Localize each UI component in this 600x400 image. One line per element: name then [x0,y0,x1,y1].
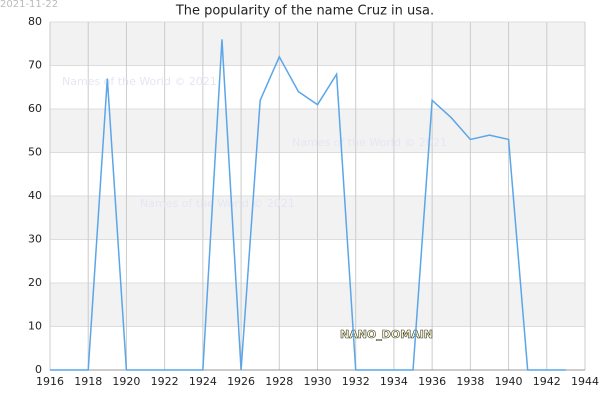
x-tick-label: 1924 [189,375,217,388]
y-tick-label: 0 [35,363,42,376]
x-tick-label: 1930 [304,375,332,388]
x-tick-label: 1934 [380,375,408,388]
x-tick-label: 1920 [112,375,140,388]
x-tick-label: 1940 [495,375,523,388]
x-tick-label: 1944 [571,375,599,388]
chart-title: The popularity of the name Cruz in usa. [175,4,434,19]
x-tick-label: 1926 [227,375,255,388]
y-tick-label: 70 [28,59,42,72]
x-tick-label: 1936 [418,375,446,388]
x-tick-label: 1916 [36,375,64,388]
y-tick-label: 80 [28,15,42,28]
x-tick-label: 1922 [151,375,179,388]
x-tick-label: 1942 [533,375,561,388]
x-tick-label: 1938 [456,375,484,388]
date-stamp: 2021-11-22 [0,0,58,10]
y-tick-label: 40 [28,189,42,202]
grid [49,21,586,371]
y-tick-label: 20 [28,276,42,289]
line-series [50,39,566,371]
y-tick-label: 30 [28,233,42,246]
domain-label: NANO_DOMAIN [340,328,433,341]
x-tick-label: 1928 [265,375,293,388]
y-tick-label: 60 [28,102,42,115]
x-tick-label: 1918 [74,375,102,388]
y-tick-label: 50 [28,146,42,159]
watermark: Names of the World © 2021 [292,136,447,149]
watermark: Names of the World © 2021 [62,75,217,88]
watermark: Names of the World © 2021 [140,197,295,210]
x-tick-label: 1932 [342,375,370,388]
y-tick-label: 10 [28,320,42,333]
